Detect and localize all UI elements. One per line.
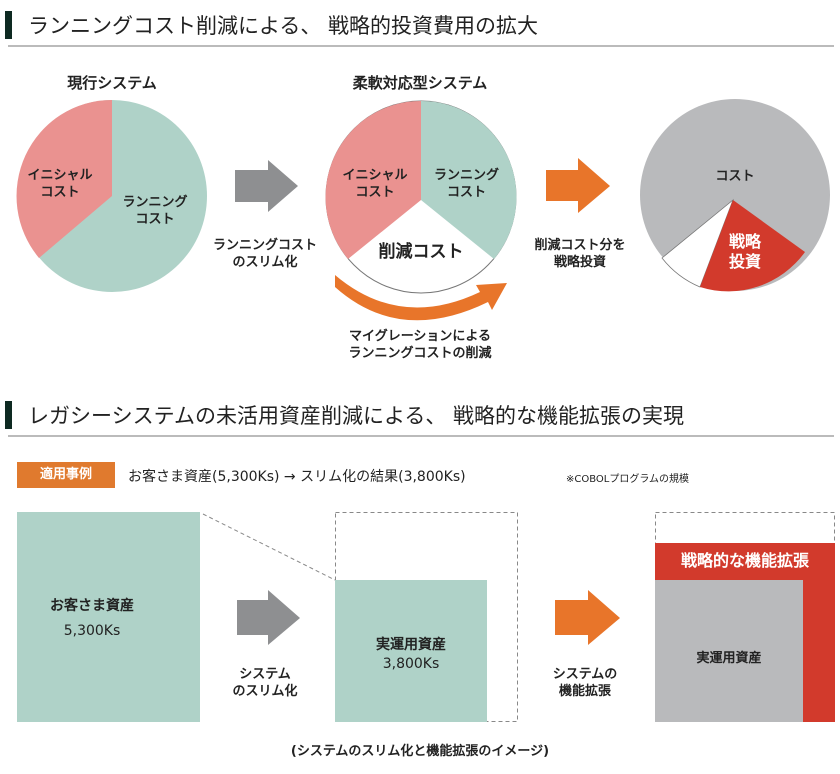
line: コスト bbox=[40, 185, 80, 200]
line: ランニングコストの削減 bbox=[348, 346, 492, 361]
line: コスト bbox=[446, 185, 486, 200]
operating-assets-right-box bbox=[655, 580, 803, 722]
line: コスト bbox=[355, 185, 395, 200]
current-heading: 現行システム bbox=[67, 74, 157, 92]
line: 戦略投資 bbox=[553, 255, 606, 270]
reduced-cost-label: 削減コスト bbox=[378, 242, 464, 262]
line: ランニングコスト bbox=[212, 238, 317, 253]
case-note: ※COBOLプログラムの規模 bbox=[566, 474, 690, 485]
line: システム bbox=[239, 667, 291, 682]
pie-flexible-initial-slice bbox=[325, 100, 421, 259]
invest-caption: 削減コスト分を 戦略投資 bbox=[520, 237, 640, 271]
case-tag: 適用事例 bbox=[17, 462, 115, 488]
pie-flexible bbox=[325, 100, 517, 294]
pie-current bbox=[16, 99, 207, 292]
flexible-running-label: ランニング コスト bbox=[424, 167, 509, 201]
slim-caption-2: システム のスリム化 bbox=[210, 666, 320, 700]
result-cost-label: コスト bbox=[715, 169, 755, 184]
section1-title: ランニングコスト削減による、 戦略的投資費用の拡大 bbox=[28, 14, 539, 38]
line: 削減コスト分を bbox=[534, 238, 626, 253]
section2-title-bar bbox=[5, 401, 12, 429]
figure-caption: (システムのスリム化と機能拡張のイメージ) bbox=[290, 744, 550, 759]
line: コスト bbox=[135, 212, 175, 227]
section1-divider bbox=[8, 45, 834, 47]
line: のスリム化 bbox=[232, 255, 298, 270]
flexible-initial-label: イニシャル コスト bbox=[335, 167, 415, 201]
section2-divider bbox=[8, 435, 834, 437]
line: お客さま資産 bbox=[50, 598, 134, 614]
line: マイグレーションによる bbox=[348, 329, 492, 344]
customer-assets-box bbox=[17, 512, 200, 722]
strategic-expansion-band bbox=[655, 543, 835, 580]
shrink-guide-line bbox=[202, 513, 336, 581]
line: 機能拡張 bbox=[558, 684, 611, 699]
original-size-dashed-box bbox=[335, 512, 518, 722]
operating-assets-box bbox=[335, 580, 487, 722]
pie-result-white-slice bbox=[661, 198, 734, 288]
section2-title: レガシーシステムの未活用資産削減による、 戦略的な機能拡張の実現 bbox=[28, 404, 684, 428]
result-invest-label: 戦略 投資 bbox=[720, 232, 770, 272]
pie-result-invest-slice bbox=[700, 200, 805, 292]
invest-arrow-icon bbox=[546, 158, 610, 213]
line: イニシャル bbox=[27, 168, 93, 183]
line: 戦略 bbox=[728, 232, 761, 251]
expand-arrow-icon bbox=[555, 590, 620, 645]
pie-flexible-running-slice bbox=[421, 100, 517, 259]
operating-assets-right-label: 実運用資産 bbox=[696, 651, 762, 666]
slim-arrow-icon bbox=[235, 160, 298, 212]
customer-assets-label: お客さま資産 5,300Ks bbox=[17, 597, 167, 641]
line: 投資 bbox=[728, 252, 761, 271]
flexible-heading: 柔軟対応型システム bbox=[352, 74, 488, 92]
strategic-expansion-label: 戦略的な機能拡張 bbox=[680, 551, 809, 570]
line: 3,800Ks bbox=[382, 656, 440, 672]
section1-title-bar bbox=[5, 11, 12, 39]
line: 実運用資産 bbox=[376, 637, 446, 653]
line: ランニング bbox=[122, 195, 188, 210]
slim-caption: ランニングコスト のスリム化 bbox=[200, 237, 330, 271]
slim-arrow-2-icon bbox=[237, 590, 300, 645]
case-summary: お客さま資産(5,300Ks) → スリム化の結果(3,800Ks) bbox=[128, 469, 466, 485]
migration-curved-arrow-icon bbox=[335, 275, 507, 321]
strategic-expansion-column bbox=[803, 580, 835, 722]
pie-result bbox=[640, 99, 830, 292]
expand-caption: システムの 機能拡張 bbox=[535, 666, 635, 700]
line: 5,300Ks bbox=[63, 623, 121, 639]
migration-caption: マイグレーションによる ランニングコストの削減 bbox=[330, 328, 510, 362]
line: ランニング bbox=[433, 168, 499, 183]
pie-current-initial-slice bbox=[16, 99, 112, 258]
line: イニシャル bbox=[342, 168, 408, 183]
current-running-label: ランニング コスト bbox=[110, 194, 200, 228]
line: のスリム化 bbox=[232, 684, 298, 699]
line: システムの bbox=[552, 667, 618, 682]
operating-assets-label: 実運用資産 3,800Ks bbox=[335, 636, 487, 674]
current-initial-label: イニシャル コスト bbox=[20, 167, 100, 201]
